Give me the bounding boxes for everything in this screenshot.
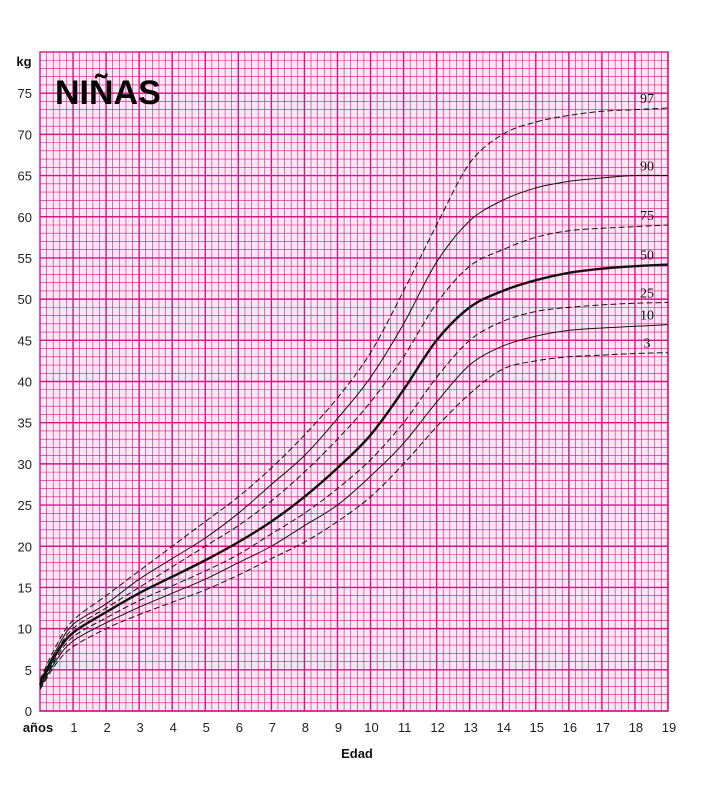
x-tick-label: 8 — [302, 720, 309, 735]
x-tick-label: 16 — [563, 720, 577, 735]
y-tick-label: 35 — [18, 416, 32, 431]
x-tick-label: 12 — [430, 720, 444, 735]
x-tick-label: 13 — [463, 720, 477, 735]
x-tick-label: 5 — [203, 720, 210, 735]
percentile-curve-97 — [39, 107, 669, 680]
x-tick-label: 6 — [236, 720, 243, 735]
y-axis-unit: kg — [16, 54, 31, 69]
y-tick-label: 20 — [18, 539, 32, 554]
percentile-label-75: 75 — [640, 209, 654, 224]
percentile-curve-10 — [39, 324, 669, 689]
y-tick-label: 70 — [18, 127, 32, 142]
chart-title: NIÑAS — [55, 74, 161, 112]
x-tick-label: 9 — [335, 720, 342, 735]
percentile-labels: 97 90 75 50 25 10 3 — [640, 92, 654, 352]
percentile-label-3: 3 — [644, 337, 651, 352]
plot-border — [39, 51, 669, 712]
grid-major — [39, 51, 669, 712]
percentile-label-50: 50 — [640, 249, 654, 264]
x-tick-label: 10 — [364, 720, 378, 735]
x-axis-title: Edad — [341, 746, 373, 761]
x-tick-label: 19 — [662, 720, 676, 735]
percentile-curve-25 — [39, 301, 669, 687]
x-tick-label: 18 — [629, 720, 643, 735]
percentile-curve-75 — [39, 224, 669, 684]
x-tick-label: 14 — [497, 720, 511, 735]
y-tick-label: 50 — [18, 292, 32, 307]
y-tick-labels: 0 5 10 15 20 25 30 35 40 45 50 55 60 65 70 75 — [18, 86, 32, 719]
x-tick-label: 15 — [530, 720, 544, 735]
y-tick-label: 55 — [18, 251, 32, 266]
x-tick-label: 4 — [170, 720, 177, 735]
percentile-label-25: 25 — [640, 286, 654, 301]
y-tick-label: 30 — [18, 457, 32, 472]
percentile-curve-90 — [39, 174, 669, 682]
x-tick-label: 1 — [70, 720, 77, 735]
percentile-label-90: 90 — [640, 160, 654, 175]
y-tick-label: 60 — [18, 210, 32, 225]
percentile-curves — [38, 107, 669, 690]
y-tick-label: 5 — [25, 663, 32, 678]
y-tick-label: 45 — [18, 333, 32, 348]
x-tick-label: 11 — [398, 720, 412, 735]
x-axis-unit: años — [23, 720, 53, 735]
x-tick-label: 7 — [269, 720, 276, 735]
x-tick-label: 2 — [103, 720, 110, 735]
y-tick-label: 10 — [18, 622, 32, 637]
percentile-curve-3 — [39, 352, 669, 690]
y-tick-label: 75 — [18, 86, 32, 101]
y-tick-label: 40 — [18, 375, 32, 390]
y-tick-label: 0 — [25, 704, 32, 719]
percentile-label-97: 97 — [640, 92, 654, 107]
x-tick-label: 17 — [596, 720, 610, 735]
percentile-curve-50 — [38, 263, 669, 686]
percentile-label-10: 10 — [640, 309, 654, 324]
y-tick-label: 65 — [18, 169, 32, 184]
y-tick-label: 15 — [18, 580, 32, 595]
y-tick-label: 25 — [18, 498, 32, 513]
x-tick-label: 3 — [137, 720, 144, 735]
x-tick-labels: 1 2 3 4 5 6 7 8 9 10 11 12 13 14 15 16 17 18 19 — [70, 720, 676, 735]
